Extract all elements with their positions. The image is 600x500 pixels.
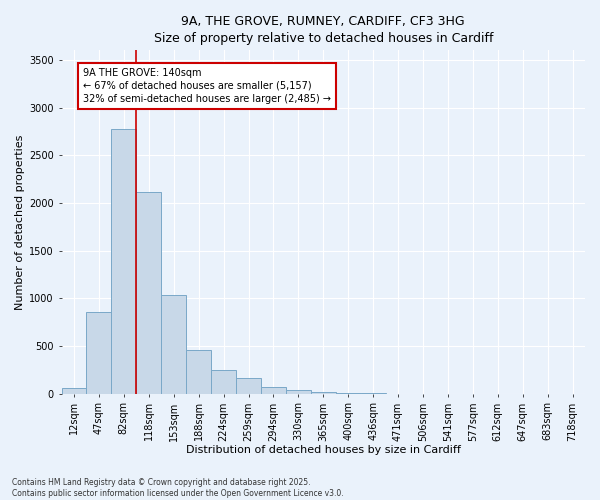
X-axis label: Distribution of detached houses by size in Cardiff: Distribution of detached houses by size …: [186, 445, 461, 455]
Bar: [86, 312, 112, 394]
Text: 9A THE GROVE: 140sqm
← 67% of detached houses are smaller (5,157)
32% of semi-de: 9A THE GROVE: 140sqm ← 67% of detached h…: [83, 68, 331, 104]
Bar: [336, 392, 361, 394]
Bar: [311, 392, 336, 394]
Bar: [62, 388, 86, 394]
Bar: [211, 370, 236, 394]
Bar: [161, 294, 186, 394]
Y-axis label: Number of detached properties: Number of detached properties: [15, 134, 25, 310]
Bar: [286, 390, 311, 394]
Text: Contains HM Land Registry data © Crown copyright and database right 2025.
Contai: Contains HM Land Registry data © Crown c…: [12, 478, 344, 498]
Bar: [261, 388, 286, 394]
Title: 9A, THE GROVE, RUMNEY, CARDIFF, CF3 3HG
Size of property relative to detached ho: 9A, THE GROVE, RUMNEY, CARDIFF, CF3 3HG …: [154, 15, 493, 45]
Bar: [136, 192, 161, 394]
Bar: [236, 378, 261, 394]
Bar: [186, 350, 211, 394]
Bar: [112, 128, 136, 394]
